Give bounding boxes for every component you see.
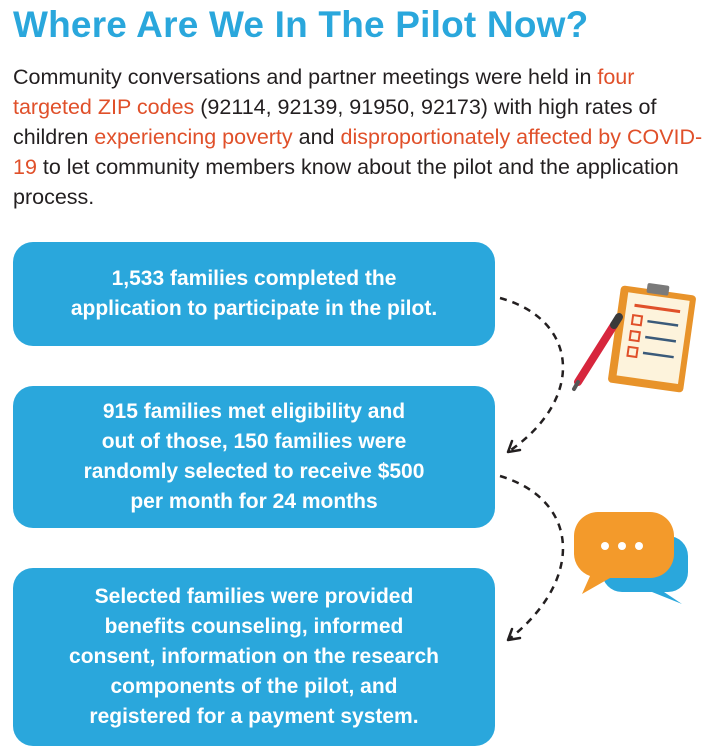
step-2-line-2: out of those, 150 families were [101,430,407,453]
step-1-line-1: 1,533 families completed the [111,267,397,290]
dashed-arrow-icon [499,296,565,454]
step-box-applications: 1,533 families completed the application… [13,242,495,346]
step-2-line-4: per month for 24 months [130,490,378,513]
intro-text-2: (92114, 92139, 91950, 92173) with high r… [13,95,657,149]
page-title: Where Are We In The Pilot Now? [13,4,589,45]
chat-bubbles-icon [574,512,688,604]
step-3-line-4: components of the pilot, and [110,675,398,698]
step-3-line-1: Selected families were provided [94,585,414,608]
intro-highlight-poverty: experiencing poverty [94,125,293,149]
pencil-icon [572,313,623,391]
step-1-line-2: application to participate in the pilot. [70,297,438,320]
intro-text-1: Community conversations and partner meet… [13,65,598,89]
dashed-arrow-icon [499,474,565,642]
intro-highlight-zip-codes: four targeted ZIP codes [13,65,635,119]
step-box-onboarding: Selected families were provided benefits… [13,568,495,746]
intro-paragraph: Community conversations and partner meet… [13,62,703,212]
step-box-eligibility: 915 families met eligibility and out of … [13,386,495,528]
intro-text-4: to let community members know about the … [13,155,679,209]
step-2-line-1: 915 families met eligibility and [102,400,406,423]
clipboard-checklist-icon [608,283,696,393]
step-2-line-3: randomly selected to receive $500 [83,460,425,483]
step-3-line-2: benefits counseling, informed [104,615,404,638]
intro-text-3: and [292,125,341,149]
intro-highlight-covid: disproportionately affected by COVID-19 [13,125,703,179]
step-3-line-5: registered for a payment system. [89,705,419,728]
step-3-line-3: consent, information on the research [69,645,439,668]
